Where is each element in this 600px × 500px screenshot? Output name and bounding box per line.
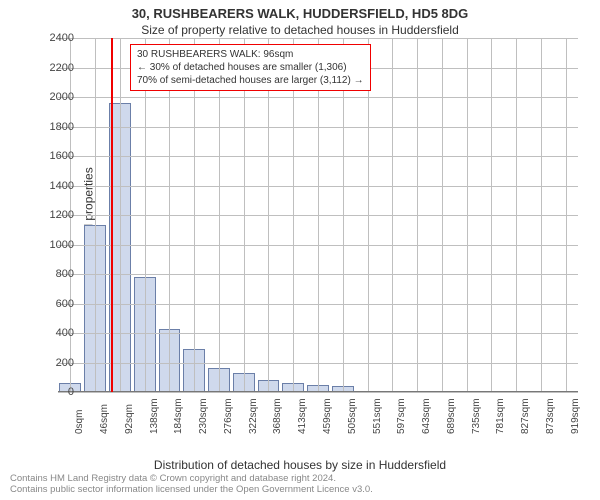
gridline-v	[244, 38, 245, 392]
x-tick-label: 551sqm	[372, 398, 383, 434]
x-tick-label: 735sqm	[471, 398, 482, 434]
gridline-v	[318, 38, 319, 392]
annotation-line-1: 30 RUSHBEARERS WALK: 96sqm	[137, 48, 364, 61]
gridline-v	[145, 38, 146, 392]
x-tick-label: 827sqm	[520, 398, 531, 434]
reference-line	[111, 38, 113, 392]
gridline-v	[392, 38, 393, 392]
gridline-v	[293, 38, 294, 392]
gridline-v	[368, 38, 369, 392]
y-tick-label: 0	[34, 386, 74, 398]
y-tick-label: 1600	[34, 150, 74, 162]
x-tick-label: 92sqm	[124, 404, 135, 434]
gridline-v	[491, 38, 492, 392]
x-tick-label: 873sqm	[545, 398, 556, 434]
x-tick-label: 919sqm	[570, 398, 581, 434]
y-tick-label: 2400	[34, 32, 74, 44]
x-tick-label: 459sqm	[322, 398, 333, 434]
annotation-line-3: 70% of semi-detached houses are larger (…	[137, 74, 364, 87]
x-axis-label: Distribution of detached houses by size …	[0, 458, 600, 472]
y-tick-label: 200	[34, 357, 74, 369]
x-tick-label: 138sqm	[149, 398, 160, 434]
y-tick-label: 600	[34, 298, 74, 310]
x-tick-label: 413sqm	[297, 398, 308, 434]
gridline-v	[442, 38, 443, 392]
gridline-v	[417, 38, 418, 392]
annotation-box: 30 RUSHBEARERS WALK: 96sqm ← 30% of deta…	[130, 44, 371, 91]
x-tick-label: 781sqm	[495, 398, 506, 434]
gridline-v	[95, 38, 96, 392]
attribution-line-2: Contains public sector information licen…	[10, 485, 590, 496]
annotation-line-2: ← 30% of detached houses are smaller (1,…	[137, 61, 364, 74]
y-tick-label: 1400	[34, 180, 74, 192]
y-tick-label: 2200	[34, 62, 74, 74]
gridline-v	[467, 38, 468, 392]
x-tick-label: 689sqm	[446, 398, 457, 434]
gridline-h	[58, 392, 578, 393]
x-tick-label: 0sqm	[74, 410, 85, 434]
plot-area: 30 RUSHBEARERS WALK: 96sqm ← 30% of deta…	[58, 38, 578, 392]
gridline-v	[169, 38, 170, 392]
x-tick-label: 184sqm	[173, 398, 184, 434]
x-tick-label: 276sqm	[223, 398, 234, 434]
gridline-v	[268, 38, 269, 392]
gridline-v	[566, 38, 567, 392]
gridline-v	[120, 38, 121, 392]
y-tick-label: 800	[34, 268, 74, 280]
y-tick-label: 2000	[34, 91, 74, 103]
x-tick-label: 230sqm	[198, 398, 209, 434]
gridline-v	[541, 38, 542, 392]
gridline-v	[516, 38, 517, 392]
x-tick-label: 46sqm	[99, 404, 110, 434]
attribution-text: Contains HM Land Registry data © Crown c…	[10, 474, 590, 496]
chart-container: 30, RUSHBEARERS WALK, HUDDERSFIELD, HD5 …	[0, 0, 600, 500]
x-tick-label: 597sqm	[396, 398, 407, 434]
y-tick-label: 1000	[34, 239, 74, 251]
chart-title: 30, RUSHBEARERS WALK, HUDDERSFIELD, HD5 …	[0, 0, 600, 21]
x-tick-label: 322sqm	[248, 398, 259, 434]
gridline-v	[219, 38, 220, 392]
gridline-v	[343, 38, 344, 392]
y-tick-label: 400	[34, 327, 74, 339]
chart-subtitle: Size of property relative to detached ho…	[0, 21, 600, 37]
x-tick-label: 505sqm	[347, 398, 358, 434]
gridline-v	[194, 38, 195, 392]
x-tick-label: 643sqm	[421, 398, 432, 434]
y-tick-label: 1200	[34, 209, 74, 221]
x-tick-label: 368sqm	[272, 398, 283, 434]
y-tick-label: 1800	[34, 121, 74, 133]
x-axis-line	[58, 391, 578, 392]
